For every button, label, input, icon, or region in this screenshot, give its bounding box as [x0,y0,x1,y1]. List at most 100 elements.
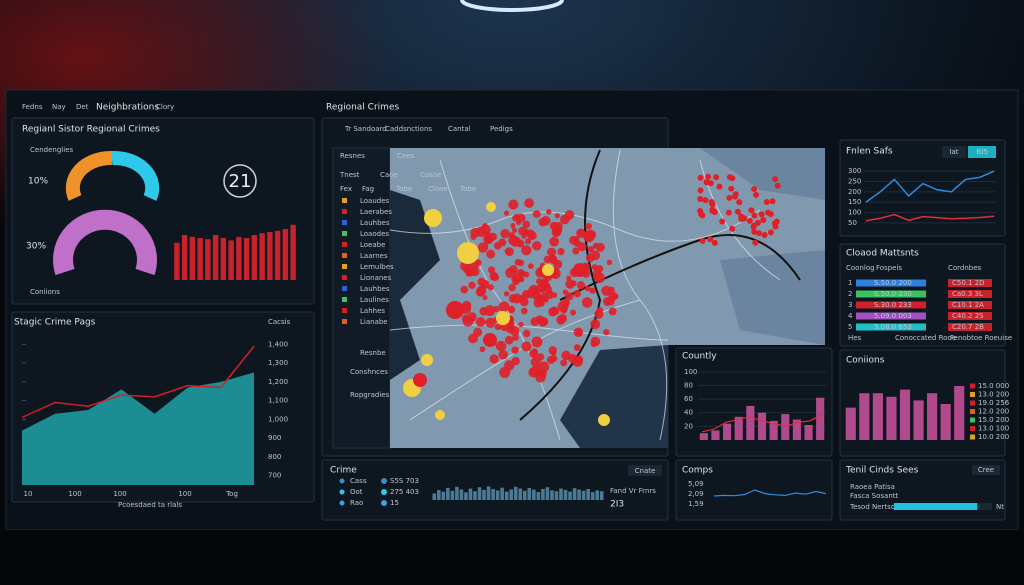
crime-dot [711,239,718,246]
crime-dot [713,174,720,181]
crime-dot [538,217,548,227]
hotspot [424,209,442,227]
button-label: Cree [978,466,994,474]
y-tick-label: 150 [848,198,861,206]
crime-dot [477,242,489,253]
button-label: Bi5 [976,148,987,156]
crime-dot [565,279,575,289]
stat-label: 1,59 [688,500,704,508]
crime-dot [732,191,739,198]
row-swatch [342,319,347,324]
header-title: Regional Crimes [326,103,399,113]
bar [236,236,242,280]
crime-dot [548,254,558,264]
bar [274,230,281,280]
crime-dot [716,183,723,190]
toolbar-item: Caddsnctions [385,125,432,133]
crime-dot [729,225,736,232]
panel-footer: Hes [848,334,862,342]
legend-label: 13.0 200 [978,391,1009,399]
bar [500,487,504,500]
legend-label: 13.0 100 [978,425,1009,433]
crime-dot [558,313,568,323]
crime-dot [539,279,550,289]
crime-dot [564,299,570,305]
bar [446,487,450,500]
donut-label: 10% [28,177,48,187]
crime-dot [572,355,584,367]
bar [563,489,568,500]
bar [189,236,196,280]
crime-dot [608,307,617,316]
row-label: Laerabes [360,208,392,216]
crime-dot [516,213,526,223]
bar [568,491,572,500]
crime-dot [514,259,522,266]
row-label: Loaodes [360,230,389,238]
crime-dot [530,317,540,326]
row-swatch [342,264,347,269]
legend-dot [381,500,387,506]
crime-dot [608,291,618,301]
crime-dot [573,235,580,242]
crime-dot [560,359,568,367]
line [21,345,255,419]
column-header: Tobe [395,185,412,193]
bar [432,493,437,500]
crime-dot [518,321,524,328]
crime-dot [507,305,516,314]
crime-dot [538,361,550,373]
bar [590,492,595,500]
crime-dot [531,287,538,294]
row-label: 5.08.0 653 [874,323,912,331]
row-bar [856,312,926,320]
crime-dot [554,221,563,231]
bar [572,488,577,500]
crime-dot [527,263,534,269]
crime-dot [578,228,585,235]
row-label: Lianabe [360,318,388,326]
crime-dot [532,241,542,251]
crime-dot [535,372,546,383]
bar [455,486,459,500]
nav-item: Det [76,103,89,111]
bar [518,488,523,500]
bar [781,414,790,440]
row-tag [948,290,992,298]
row-bar [856,323,926,331]
ceiling-light [460,0,564,12]
legend-label: 10.0 200 [978,433,1009,441]
bar [486,486,491,500]
crime-dot [475,259,482,266]
nav-item: Neighbrations [96,103,159,113]
y-tick-label: 50 [848,219,857,227]
panel [321,459,669,521]
crime-dot [522,329,531,338]
crime-dot [529,349,538,359]
panel-footer: Fenobtoe Roeuise [950,334,1012,342]
crime-dot [585,222,592,230]
crime-dot [516,239,525,248]
bar [699,433,708,440]
bar [459,489,464,500]
crime-dot [508,199,519,210]
crime-dot [566,275,572,281]
crime-dot [557,248,565,256]
row-swatch [342,242,347,247]
desk [0,530,1024,585]
bar [599,491,604,500]
hotspot [483,333,497,347]
crime-dot [576,281,586,290]
row-label: S.50.0 230 [874,290,912,298]
crime-dot [518,226,528,236]
crime-dot [719,218,726,225]
crime-dot [550,355,558,362]
bar [212,235,219,280]
bar [259,233,265,280]
button-label: Cnate [635,467,656,475]
y-tick-label: 1,400 [268,340,288,348]
y-tick-label: 1,200 [268,378,288,386]
row-tag-label: C40.2 2S [952,312,984,320]
crime-dot [581,297,593,308]
